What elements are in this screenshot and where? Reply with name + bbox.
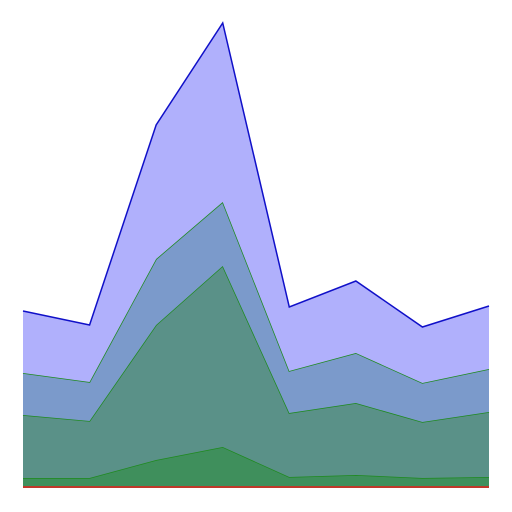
area — [23, 202, 489, 422]
area-edge — [22, 21, 490, 328]
area — [23, 266, 489, 478]
